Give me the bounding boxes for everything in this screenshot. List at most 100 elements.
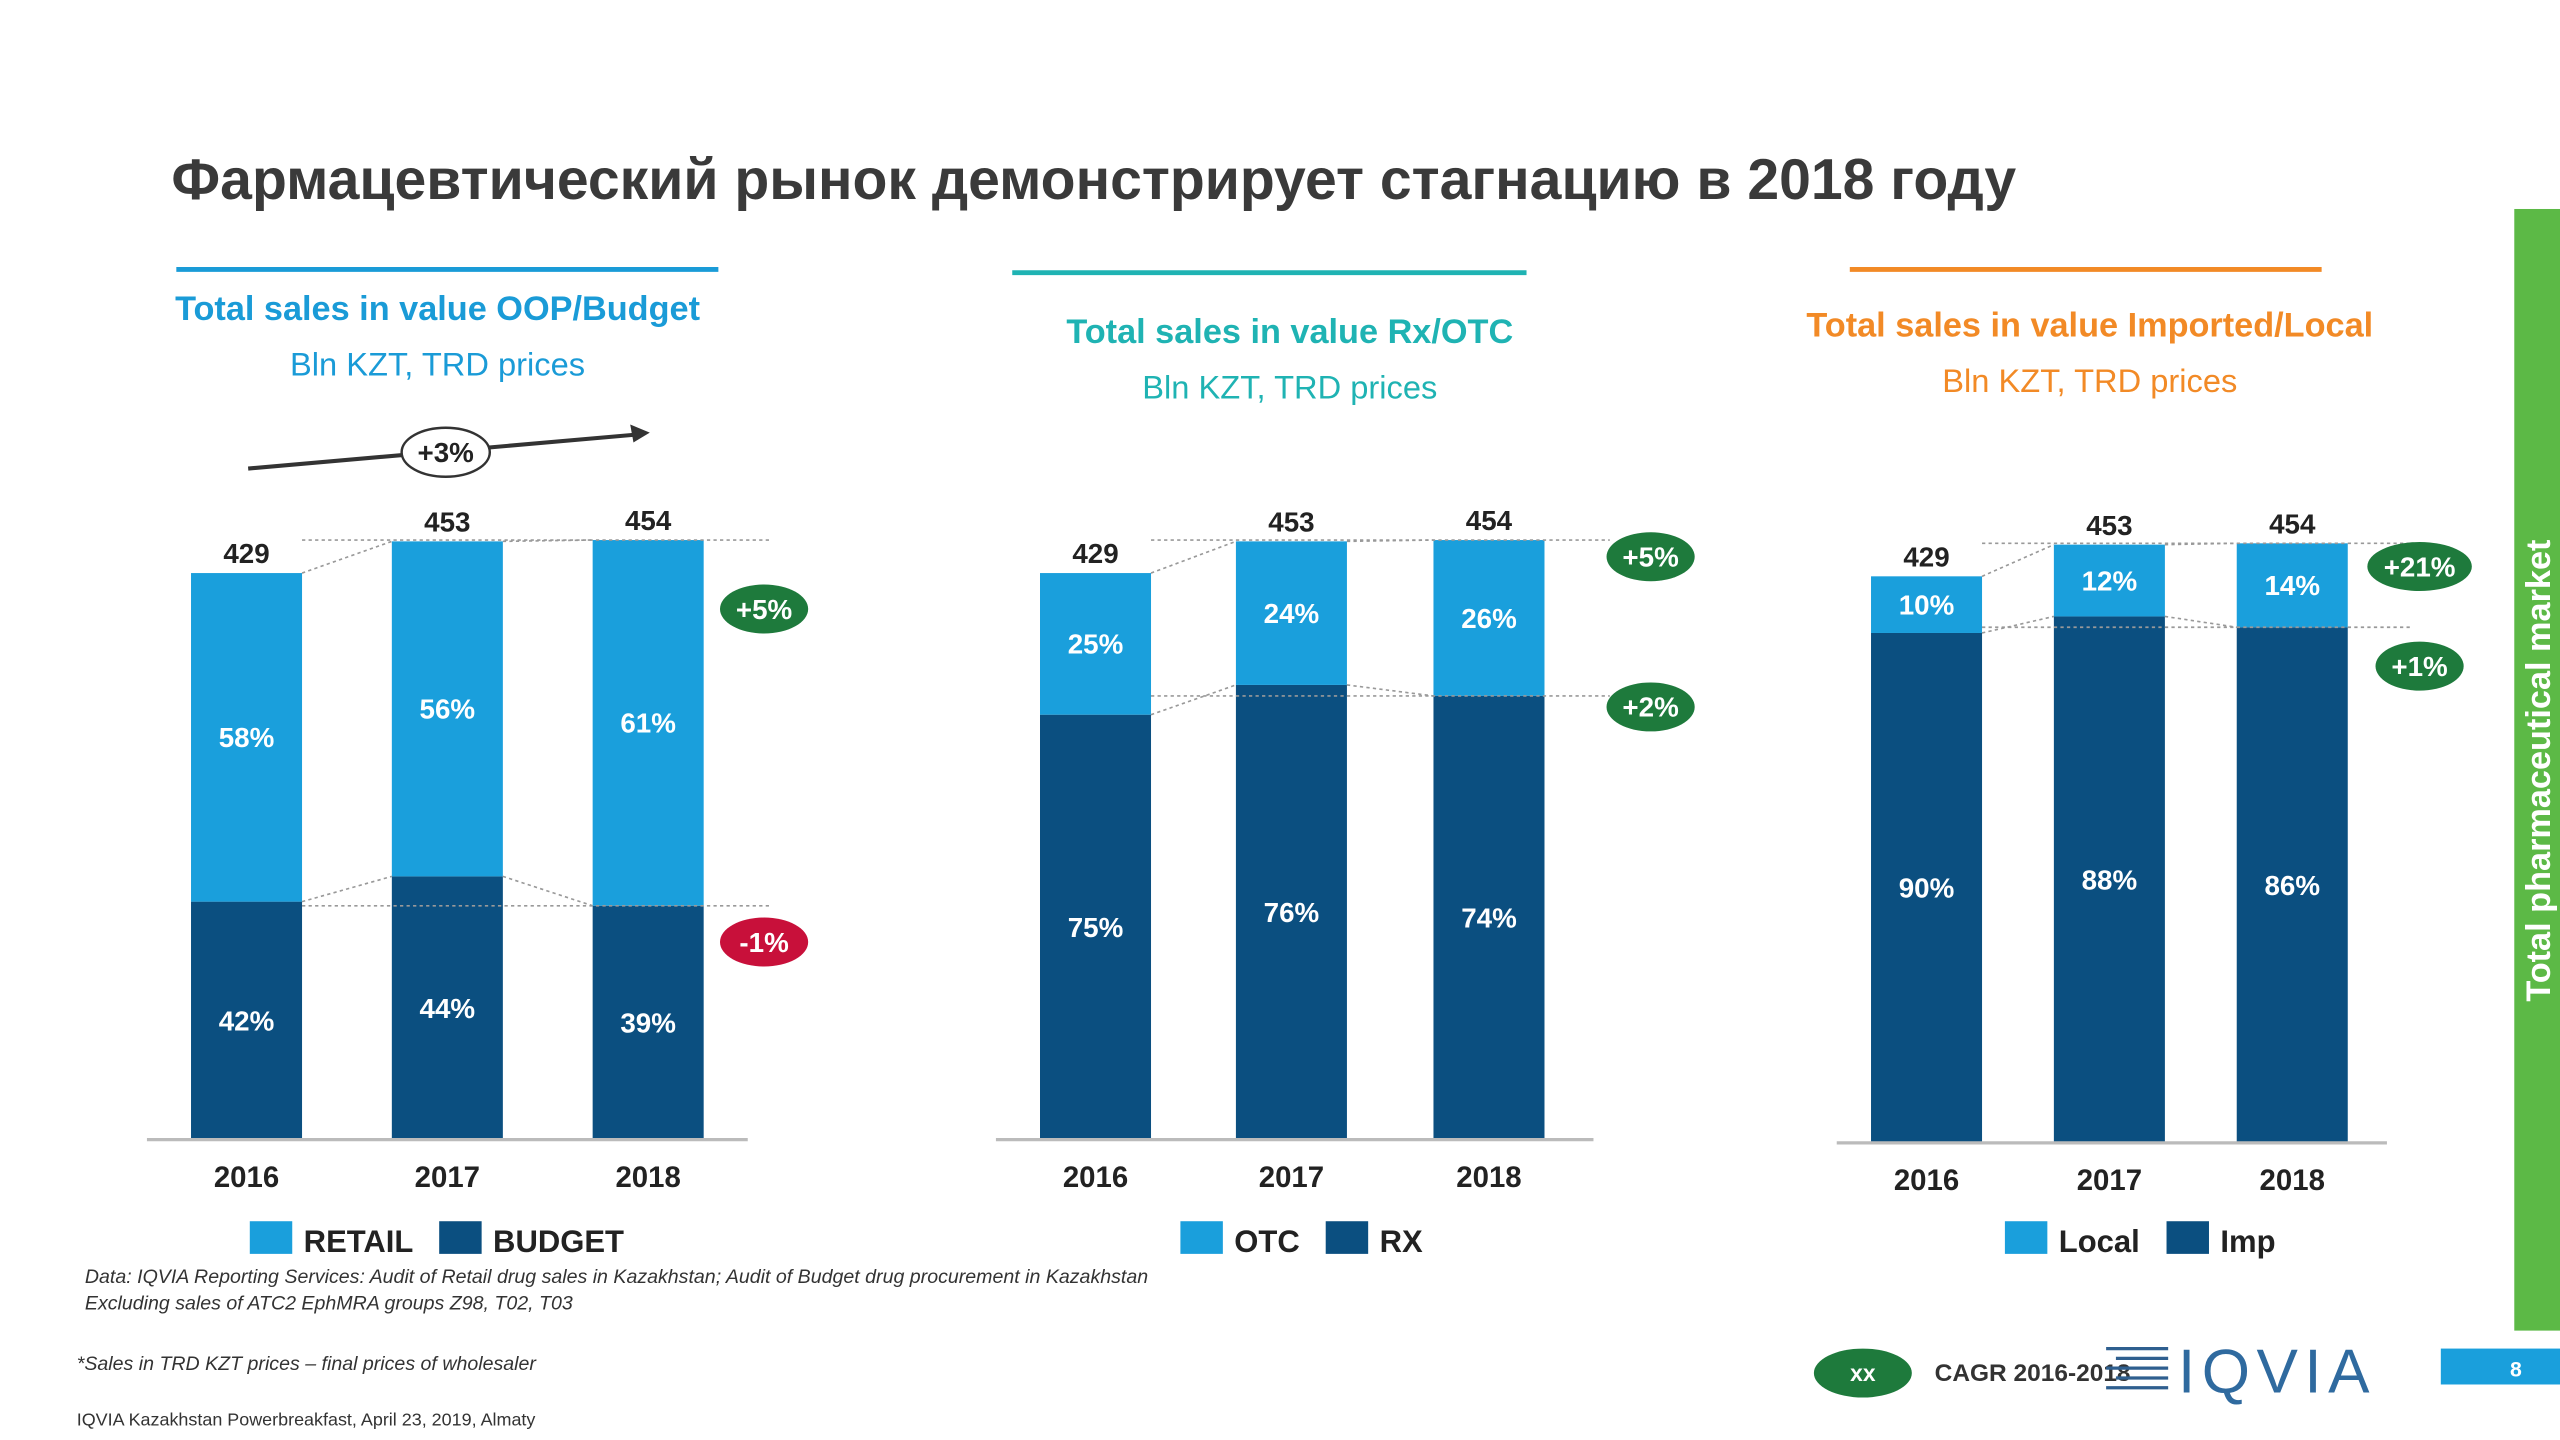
segment-label: 12%: [2082, 565, 2138, 596]
bar-segment: [191, 901, 303, 1140]
x-tick-label: 2017: [2077, 1164, 2142, 1197]
total-label: 429: [1903, 542, 1949, 573]
x-tick-label: 2017: [415, 1161, 480, 1194]
bar-segment: [1235, 541, 1347, 685]
cagr-marker-text: xx: [1850, 1360, 1876, 1386]
segment-label: 61%: [620, 708, 676, 739]
growth-badge: [720, 584, 809, 634]
side-bar: [2514, 208, 2560, 1331]
bar-segment: [2053, 616, 2165, 1143]
note: Excluding sales of ATC2 EphMRA groups Z9…: [85, 1292, 573, 1314]
total-label: 454: [625, 505, 672, 536]
segment-label: 88%: [2082, 864, 2138, 895]
x-tick-label: 2016: [1894, 1164, 1959, 1197]
legend-label: OTC: [1234, 1224, 1299, 1259]
logo-lines: [2106, 1346, 2169, 1390]
legend-swatch: [249, 1221, 293, 1254]
bar-segment: [592, 540, 704, 906]
connector: [301, 540, 393, 574]
segment-label: 58%: [219, 722, 275, 753]
growth-badge: [1606, 682, 1695, 732]
growth-badge-text: +1%: [2391, 651, 2447, 682]
growth-badge-text: +2%: [1622, 692, 1678, 723]
bar-segment: [2053, 544, 2165, 617]
segment-label: 14%: [2264, 570, 2320, 601]
x-tick-label: 2016: [214, 1161, 279, 1194]
segment-label: 75%: [1068, 912, 1124, 943]
footer: IQVIA Kazakhstan Powerbreakfast, April 2…: [77, 1409, 536, 1429]
segment-label: 76%: [1264, 897, 1320, 928]
cagr-text: CAGR 2016-2018: [1935, 1360, 2131, 1387]
chart-subtitle: Bln KZT, TRD prices: [290, 346, 585, 383]
chart-subtitle: Bln KZT, TRD prices: [1942, 362, 2237, 399]
segment-label: 39%: [620, 1007, 676, 1038]
growth-badge-text: +5%: [1622, 542, 1678, 573]
segment-label: 44%: [420, 993, 476, 1024]
note: *Sales in TRD KZT prices – final prices …: [77, 1353, 538, 1375]
bar-segment: [1433, 695, 1545, 1140]
growth-badge: [400, 426, 492, 478]
total-label: 454: [2269, 509, 2316, 540]
x-tick-label: 2018: [615, 1161, 680, 1194]
growth-badge-text: +5%: [736, 594, 792, 625]
total-label: 453: [1268, 507, 1314, 538]
segment-label: 86%: [2264, 870, 2320, 901]
connector: [301, 875, 393, 903]
connector: [2164, 615, 2237, 629]
legend-swatch: [1180, 1221, 1223, 1254]
growth-badge-text: +21%: [2384, 551, 2456, 582]
connector: [1150, 540, 1237, 574]
legend-label: Imp: [2220, 1224, 2275, 1259]
bar-segment: [1871, 632, 1983, 1143]
slide-title: Фармацевтический рынок демонстрирует ста…: [171, 148, 2016, 212]
chart-subtitle: Bln KZT, TRD prices: [1142, 368, 1437, 405]
total-label: 453: [424, 507, 470, 538]
bar-segment: [2236, 627, 2348, 1143]
bar-segment: [1871, 576, 1983, 633]
total-label: 454: [1466, 505, 1513, 536]
segment-label: 26%: [1461, 603, 1517, 634]
legend-label: BUDGET: [493, 1224, 624, 1259]
x-tick-label: 2017: [1259, 1161, 1324, 1194]
legend-swatch: [2166, 1221, 2209, 1254]
segment-label: 90%: [1899, 873, 1955, 904]
bar-segment: [191, 573, 303, 902]
page-number-box: [2440, 1348, 2560, 1385]
bar-segment: [1433, 540, 1545, 696]
legend-swatch: [1325, 1221, 1369, 1254]
legend-label: RETAIL: [304, 1224, 414, 1259]
page-number: 8: [2510, 1358, 2522, 1381]
legend-swatch: [439, 1221, 482, 1254]
arrow-head: [630, 424, 650, 443]
legend-label: Local: [2059, 1224, 2140, 1259]
bar-segment: [1040, 714, 1152, 1140]
growth-badge-text: -1%: [739, 927, 788, 958]
bar-segment: [1040, 573, 1152, 715]
chart-title: Total sales in value Imported/Local: [1806, 306, 2373, 344]
growth-badge-text: +3%: [418, 437, 474, 468]
cagr-marker: [1813, 1348, 1912, 1398]
chart-title: Total sales in value Rx/OTC: [1066, 313, 1513, 351]
side-label: Total pharmaceutical market: [2520, 540, 2558, 1002]
growth-badge: [720, 917, 809, 967]
x-tick-label: 2018: [2260, 1164, 2325, 1197]
growth-badge: [2375, 641, 2464, 691]
bar-segment: [1235, 684, 1347, 1140]
segment-label: 24%: [1264, 598, 1320, 629]
legend-label: RX: [1380, 1224, 1423, 1259]
x-tick-label: 2018: [1456, 1161, 1521, 1194]
note: Data: IQVIA Reporting Services: Audit of…: [85, 1266, 1148, 1288]
bar-segment: [2236, 543, 2348, 628]
segment-label: 74%: [1461, 903, 1517, 934]
connector: [1150, 684, 1237, 716]
total-label: 453: [2086, 510, 2132, 541]
bar-segment: [391, 541, 503, 877]
connector: [1981, 543, 2055, 578]
connector: [502, 875, 593, 907]
growth-badge: [2367, 542, 2472, 592]
connector: [1346, 684, 1434, 697]
x-tick-label: 2016: [1063, 1161, 1128, 1194]
segment-label: 10%: [1899, 589, 1955, 620]
segment-label: 25%: [1068, 629, 1124, 660]
total-label: 429: [1072, 538, 1118, 569]
